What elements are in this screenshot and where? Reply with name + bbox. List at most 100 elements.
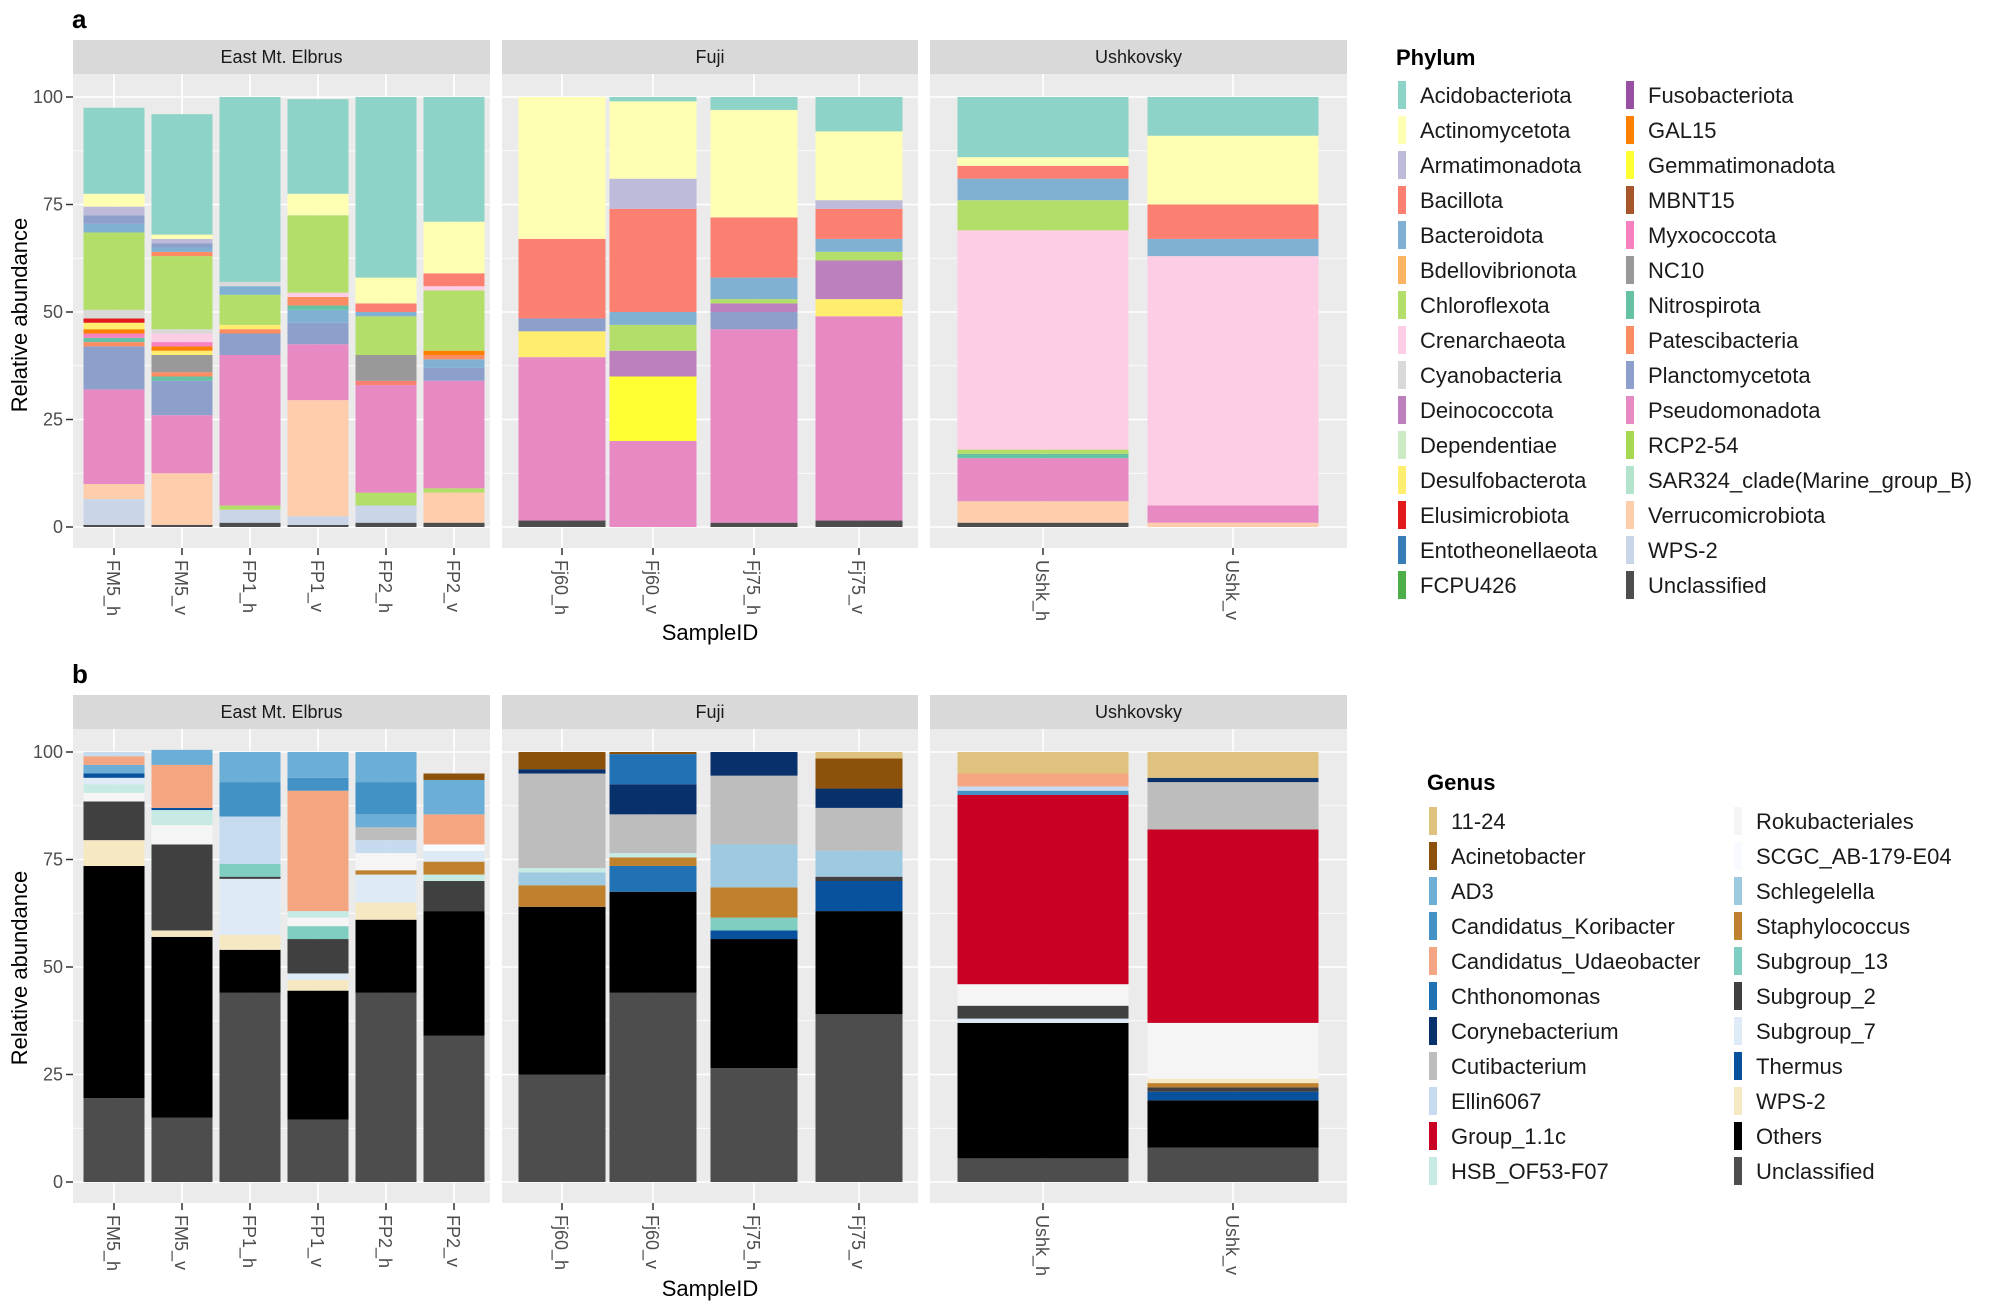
bar-segment-ellin6067 (957, 786, 1129, 791)
legend-key (1626, 116, 1634, 144)
legend-item-nc10: NC10 (1626, 256, 1704, 284)
bar-segment-nc10 (151, 355, 213, 373)
bar-fj75-h (710, 97, 798, 527)
bar-segment-subgroup-13 (710, 917, 798, 931)
bar-segment-candidatus-koribacter (355, 782, 417, 815)
x-tick-label: Fj60_h (550, 1215, 571, 1270)
bar-segment-cutibacterium (518, 773, 606, 869)
legend-item-verrucomicrobiota: Verrucomicrobiota (1626, 501, 1826, 529)
bar-segment-others (957, 1022, 1129, 1159)
x-tick-label: FM5_v (170, 1215, 191, 1270)
legend-key (1626, 536, 1634, 564)
bar-segment-rokubacteriales (1147, 1022, 1319, 1079)
bar-fj60-v (609, 97, 697, 527)
bar-segment-staphylococcus (710, 887, 798, 918)
bar-segment-subgroup-2 (287, 939, 349, 974)
bar-fj75-v (815, 752, 903, 1182)
bar-segment-bacillota (355, 380, 417, 386)
facet-strip-label: Ushkovsky (1095, 47, 1182, 67)
bar-segment-staphylococcus (609, 857, 697, 866)
bar-segment-nc10 (355, 355, 417, 381)
x-tick-label: FP2_h (374, 1215, 395, 1268)
bar-segment-thermus (83, 773, 145, 778)
bar-segment-bacteroidota (957, 178, 1129, 201)
bar-segment-cyanobacteria (83, 309, 145, 319)
legend-label: AD3 (1451, 879, 1494, 904)
legend-item-hsb-of53-f07: HSB_OF53-F07 (1429, 1157, 1609, 1185)
bar-segment-myxococcota (151, 342, 213, 347)
legend-item-acinetobacter: Acinetobacter (1429, 842, 1586, 870)
legend-key (1734, 1017, 1742, 1045)
bar-segment-acidobacteriota (219, 97, 281, 282)
bar-segment-unclassified (518, 520, 606, 527)
bar-segment-planctomycetota (423, 367, 485, 381)
y-axis-title-a: Relative abundance (7, 218, 32, 412)
legend-key (1734, 1087, 1742, 1115)
y-tick-label: 75 (43, 195, 63, 215)
legend-key (1429, 1122, 1437, 1150)
bar-segment-subgroup-2 (423, 881, 485, 912)
bar-segment-others (710, 939, 798, 1069)
bar-segment-ad3 (355, 814, 417, 828)
bar-segment-ad3 (151, 749, 213, 765)
legend-key (1398, 466, 1406, 494)
bar-segment-acinetobacter (518, 752, 606, 770)
genus-chart: 0 25 50 75 100 East Mt. Elbrus FM5_h FM5_v FP1_h… (33, 695, 1347, 1276)
facet-strip (73, 695, 490, 729)
legend-label: Planctomycetota (1648, 363, 1811, 388)
bar-fp1-h (219, 97, 281, 527)
bar-segment-pseudomonadota (355, 385, 417, 493)
bar-fm5-v (151, 114, 213, 527)
legend-key (1429, 807, 1437, 835)
legend-key (1626, 326, 1634, 354)
y-axis-title-b: Relative abundance (7, 871, 32, 1065)
bar-segment-acidobacteriota (151, 114, 213, 235)
bar-segment-pseudomonadota (1147, 505, 1319, 523)
bar-segment-chloroflexota (423, 290, 485, 351)
bar-segment-planctomycetota (151, 380, 213, 416)
bar-segment-chloroflexota (423, 488, 485, 493)
legend-key (1398, 396, 1406, 424)
phylum-legend: Phylum Acidobacteriota Actinomycetota Armat… (1396, 45, 1972, 599)
bar-segment-crenarchaeota (151, 333, 213, 343)
legend-key (1398, 431, 1406, 459)
legend-label: Elusimicrobiota (1420, 503, 1570, 528)
legend-key (1429, 877, 1437, 905)
bar-segment-others (287, 990, 349, 1120)
legend-item-mbnt15: MBNT15 (1626, 186, 1735, 214)
bar-segment-pseudomonadota (815, 316, 903, 521)
bar-segment-ad3 (355, 752, 417, 783)
legend-key (1398, 501, 1406, 529)
bar-fj75-h (710, 752, 798, 1182)
legend-key (1429, 1052, 1437, 1080)
bar-segment-cutibacterium (355, 827, 417, 841)
legend-label: NC10 (1648, 258, 1704, 283)
panel-a-label: a (72, 4, 87, 34)
bar-segment-corynebacterium (710, 752, 798, 776)
bar-segment-ad3 (219, 752, 281, 783)
bar-segment-thermus (815, 881, 903, 912)
y-tick-label: 100 (33, 87, 63, 107)
legend-item-candidatus-udaeobacter: Candidatus_Udaeobacter (1429, 947, 1701, 975)
legend-item-myxococcota: Myxococcota (1626, 221, 1777, 249)
legend-key (1429, 912, 1437, 940)
facet-strip-label: Fuji (695, 47, 724, 67)
bar-fp2-h (355, 97, 417, 527)
legend-label: 11-24 (1451, 809, 1506, 834)
bar-segment-11-24 (1147, 752, 1319, 778)
bar-segment-subgroup-2 (957, 1005, 1129, 1019)
legend-label: Patescibacteria (1648, 328, 1799, 353)
legend-key (1734, 1157, 1742, 1185)
x-tick-label: FP2_h (374, 560, 395, 613)
legend-item-subgroup-13: Subgroup_13 (1734, 947, 1888, 975)
legend-item-thermus: Thermus (1734, 1052, 1843, 1080)
bar-segment-desulfobacterota (83, 322, 145, 330)
bar-segment-crenarchaeota (957, 230, 1129, 450)
legend-item-chthonomonas: Chthonomonas (1429, 982, 1600, 1010)
bar-fp2-v (423, 97, 485, 527)
facet-strip-label: East Mt. Elbrus (220, 47, 342, 67)
bar-segment-acidobacteriota (1147, 97, 1319, 136)
legend-label: Ellin6067 (1451, 1089, 1542, 1114)
bar-fj60-h (518, 97, 606, 527)
bar-fj75-v (815, 97, 903, 527)
